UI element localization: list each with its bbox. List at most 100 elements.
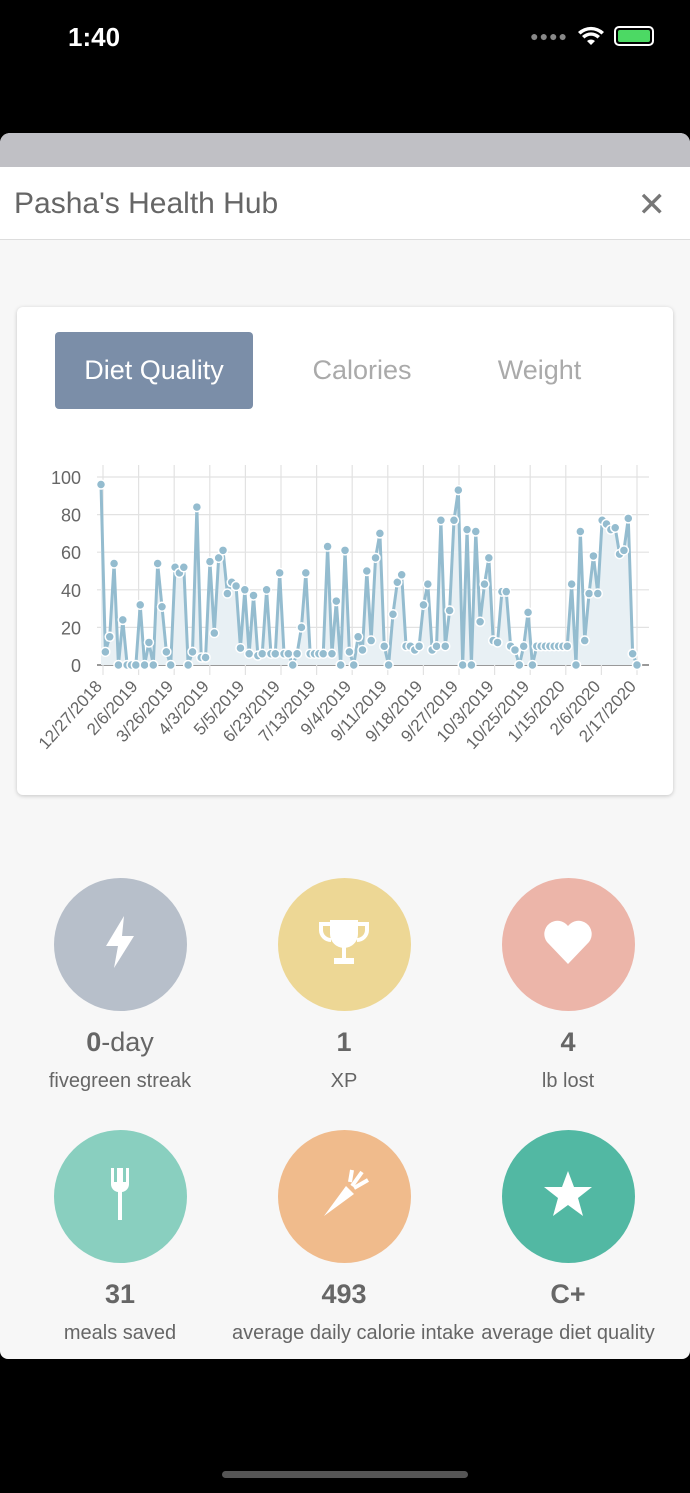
close-icon[interactable]: ✕ [637, 186, 667, 224]
data-point [370, 552, 381, 564]
y-tick-label: 80 [61, 506, 81, 526]
data-point [326, 648, 338, 659]
stat-meals-saved: 31 meals saved [8, 1130, 232, 1345]
data-point [518, 640, 529, 652]
y-tick-label: 100 [51, 468, 81, 488]
data-point [566, 578, 577, 590]
data-point [108, 558, 120, 569]
tab-calories[interactable]: Calories [312, 355, 412, 385]
data-point [631, 659, 643, 671]
stat-label: XP [330, 1070, 358, 1092]
stat-average-daily-calorie-intake: 493 average daily calorie intake [232, 1130, 474, 1345]
stat-label: lb lost [541, 1070, 595, 1092]
status-bar: 1:40 ●●●● [0, 0, 690, 133]
data-point [235, 642, 246, 654]
data-point [134, 599, 146, 611]
stat-value: C+ [550, 1279, 586, 1309]
fork-icon [108, 1166, 132, 1227]
data-point [261, 584, 272, 596]
y-tick-label: 20 [61, 618, 81, 638]
stat-average-diet-quality: C+ average diet quality [456, 1130, 680, 1345]
data-point [331, 595, 342, 607]
data-point [627, 648, 638, 659]
y-tick-label: 60 [61, 543, 81, 563]
data-point [165, 659, 176, 671]
data-point [339, 545, 351, 556]
stat-value: 31 [104, 1279, 136, 1309]
heart-icon [542, 918, 594, 971]
data-point [453, 484, 464, 496]
data-point [222, 588, 233, 599]
data-point [470, 526, 482, 537]
data-point [239, 584, 251, 596]
data-point [143, 637, 155, 648]
data-point [579, 635, 590, 646]
data-point [287, 659, 298, 671]
data-point [514, 659, 525, 671]
tab-diet-quality[interactable]: Diet Quality [55, 332, 253, 409]
status-time: 1:40 [68, 22, 121, 52]
y-tick-label: 40 [61, 581, 81, 601]
page-title: Pasha's Health Hub [14, 187, 279, 220]
data-point [248, 590, 259, 601]
data-point [104, 631, 115, 643]
data-point [392, 577, 403, 588]
data-point [130, 659, 142, 671]
lightning-icon [100, 914, 140, 975]
data-point [182, 659, 194, 671]
tab-weight[interactable]: Weight [497, 355, 582, 385]
data-point [361, 565, 373, 577]
y-tick-label: 0 [71, 656, 81, 676]
data-point [95, 479, 107, 490]
data-point [204, 556, 216, 567]
data-point [152, 558, 163, 569]
data-point [618, 545, 630, 556]
data-point [156, 601, 168, 612]
data-point [444, 605, 455, 616]
data-point [387, 608, 399, 620]
stat-fivegreen-streak: 0-day fivegreen streak [8, 878, 232, 1093]
chart-card: Diet Quality Calories Weight 0 20 40 60 80 10… [17, 307, 673, 795]
stat-value: 493 [321, 1279, 367, 1309]
data-point [492, 637, 503, 648]
data-point [283, 648, 294, 659]
data-point [322, 541, 333, 552]
data-point [352, 631, 364, 643]
signal-icon: ●●●● [530, 28, 568, 44]
star-circle [501, 1130, 635, 1263]
data-point [317, 648, 329, 659]
stat-XP: 1 XP [232, 878, 456, 1093]
data-point [440, 640, 451, 652]
star-icon [542, 1169, 594, 1224]
data-point [209, 627, 220, 639]
data-point [509, 644, 521, 656]
data-point [148, 659, 159, 671]
data-point [191, 501, 203, 513]
data-point [161, 646, 172, 658]
data-point [422, 578, 434, 590]
chart-area [101, 484, 637, 665]
data-point [213, 552, 224, 564]
data-point [100, 646, 111, 658]
data-point [117, 614, 129, 626]
health-hub-sheet: Pasha's Health Hub ✕ Diet Quality Calori… [0, 133, 690, 1359]
data-point [570, 659, 582, 671]
heart-circle [501, 878, 635, 1011]
stat-value: 0-day [86, 1027, 154, 1057]
stat-value: 4 [560, 1027, 576, 1057]
data-point [243, 648, 255, 659]
stat-value: 1 [336, 1027, 352, 1057]
data-point [592, 588, 604, 599]
trophy-icon [316, 914, 372, 975]
data-point [113, 659, 124, 671]
data-point [609, 522, 621, 534]
home-indicator[interactable] [222, 1471, 468, 1478]
data-point [187, 646, 198, 658]
data-point [296, 622, 307, 633]
data-point [274, 567, 285, 579]
battery-icon [614, 26, 654, 46]
data-point [431, 640, 442, 652]
data-point [139, 659, 150, 671]
data-point [588, 550, 599, 562]
data-point [300, 567, 312, 579]
